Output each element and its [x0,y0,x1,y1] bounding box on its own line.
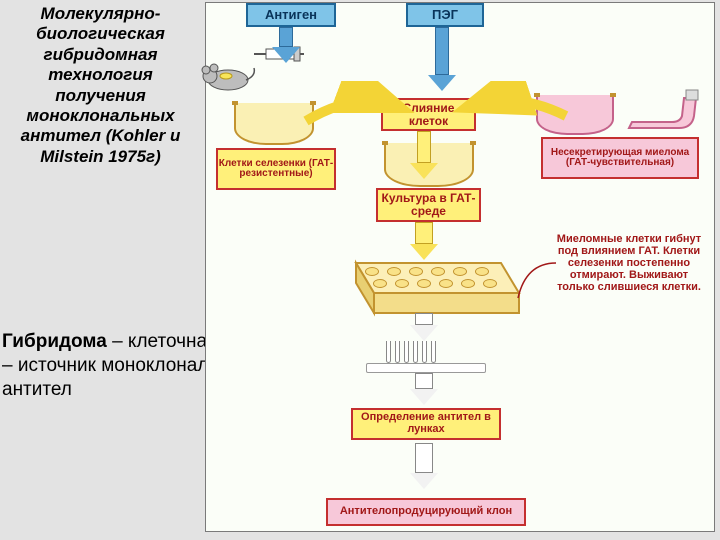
box-assay: Определение антител в лунках [351,408,501,440]
box-antigen: Антиген [246,3,336,27]
label: Антителопродуцирующий клон [340,506,512,518]
box-hat-culture: Культура в ГАТ-среде [376,188,481,222]
label: ПЭГ [432,8,458,22]
diagram-frame: Антиген ПЭГ Слияние клеток Клетки селезе… [205,2,715,532]
main-title: Молекулярно-биологическая гибридомная те… [8,4,193,167]
tray-base [366,363,486,373]
label: Культура в ГАТ-среде [378,192,479,217]
explanatory-note: Миеломные клетки гибнут под влиянием ГАТ… [554,233,704,293]
culture-flask-icon [624,88,704,143]
mouse-icon [196,58,256,93]
label: Определение антител в лунках [353,412,499,435]
box-clone: Антителопродуцирующий клон [326,498,526,526]
label: Антиген [265,8,317,22]
note-connector [506,238,566,328]
wells [361,263,511,293]
box-peg: ПЭГ [406,3,484,27]
subtitle-bold: Гибридома [2,331,107,352]
